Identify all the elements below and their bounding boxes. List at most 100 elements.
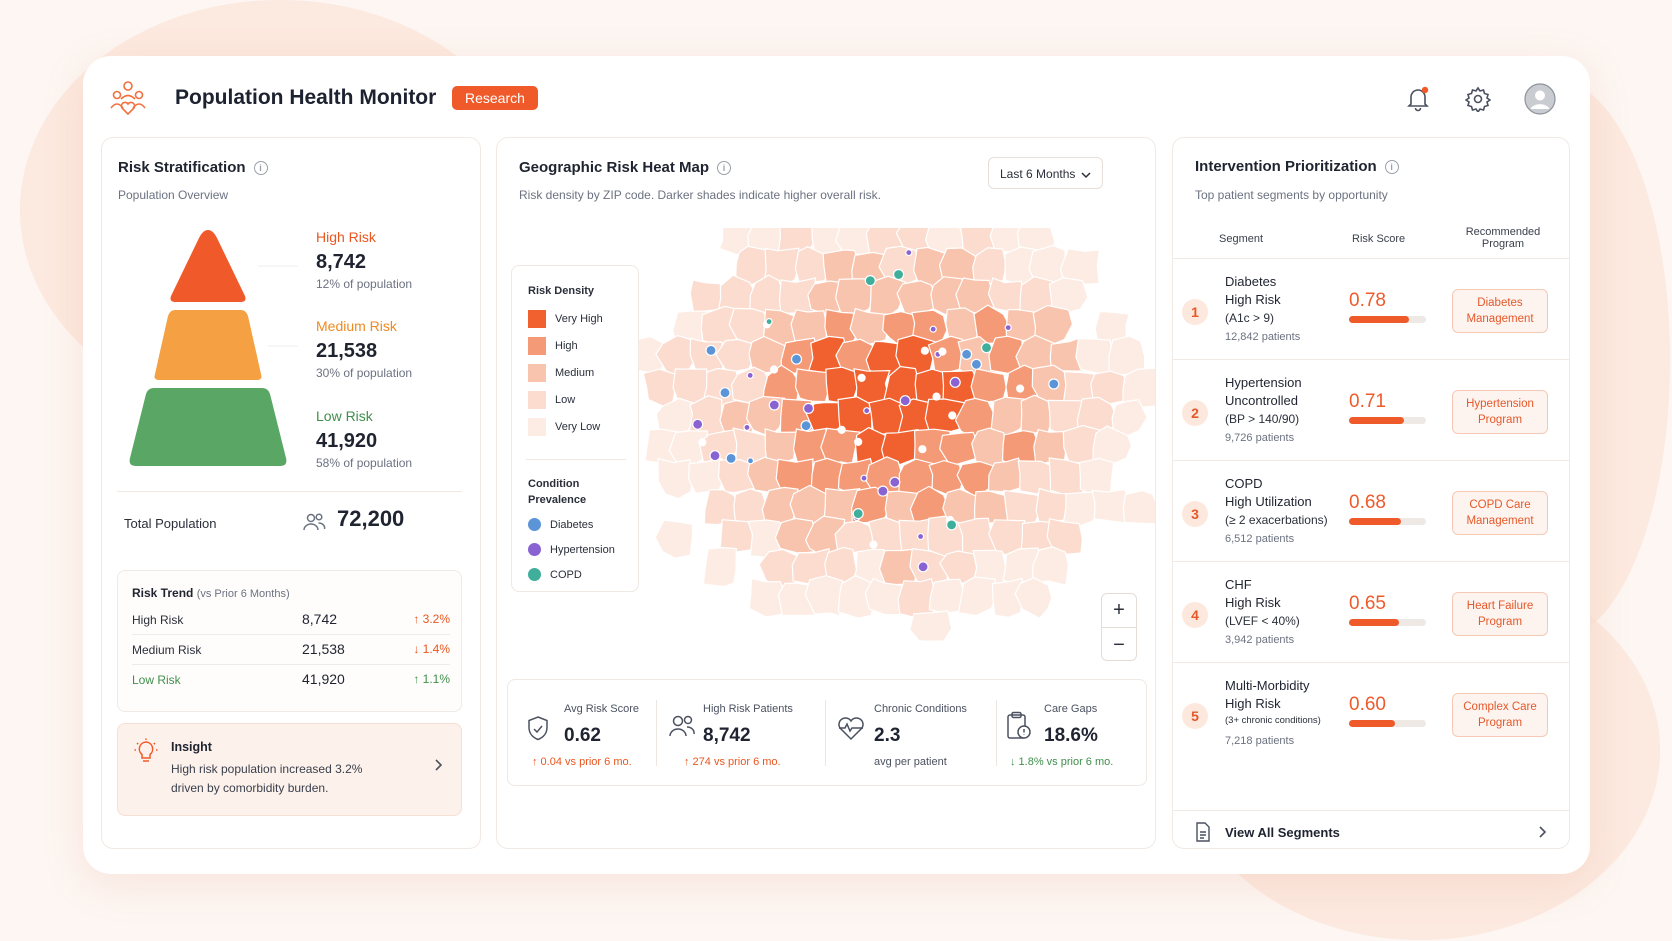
map-marker[interactable] <box>1016 384 1025 393</box>
segment-row[interactable]: 1 Diabetes High Risk (A1c > 9) 12,842 patien… <box>1173 258 1569 366</box>
zip-region[interactable] <box>1111 399 1148 437</box>
segment-row[interactable]: 4 CHF High Risk (LVEF < 40%) 3,942 patients 0… <box>1173 561 1569 669</box>
recommended-program-button[interactable]: COPD Care Management <box>1452 491 1548 535</box>
zip-region[interactable] <box>990 396 1030 437</box>
view-all-segments-button[interactable]: View All Segments <box>1173 810 1569 853</box>
copd-marker[interactable] <box>980 342 993 354</box>
segment-row[interactable]: 3 COPD High Utilization (≥ 2 exacerbations)… <box>1173 460 1569 568</box>
heat-map[interactable] <box>637 228 1156 668</box>
map-marker[interactable] <box>938 347 947 356</box>
zip-region[interactable] <box>1062 491 1102 528</box>
diabetes-marker[interactable] <box>790 353 803 365</box>
insight-panel[interactable]: Insight High risk population increased 3… <box>117 723 462 816</box>
diabetes-marker[interactable] <box>970 358 982 370</box>
zip-region[interactable] <box>794 368 830 403</box>
zip-region[interactable] <box>1122 489 1156 525</box>
diabetes-marker[interactable] <box>961 348 973 360</box>
zip-region[interactable] <box>1046 517 1084 555</box>
copd-marker[interactable] <box>852 508 864 520</box>
zip-region[interactable] <box>657 457 694 500</box>
hypertension-marker[interactable] <box>877 485 889 497</box>
hypertension-marker[interactable] <box>863 407 871 415</box>
zip-region[interactable] <box>972 247 1007 286</box>
segment-row[interactable]: 2 Hypertension Uncontrolled (BP > 140/90) 9,… <box>1173 359 1569 467</box>
zip-region[interactable] <box>764 428 801 466</box>
zip-region[interactable] <box>868 275 906 317</box>
map-marker[interactable] <box>837 425 846 434</box>
hypertension-marker[interactable] <box>949 376 961 388</box>
diabetes-marker[interactable] <box>705 344 717 357</box>
zip-region[interactable] <box>642 368 678 408</box>
zip-region[interactable] <box>1048 277 1089 315</box>
zip-region[interactable] <box>794 246 831 284</box>
settings-gear-icon[interactable] <box>1461 82 1495 116</box>
zip-region[interactable] <box>1048 457 1085 496</box>
map-marker[interactable] <box>869 540 878 549</box>
zip-region[interactable] <box>1014 577 1053 620</box>
zip-region[interactable] <box>702 546 737 588</box>
map-marker[interactable] <box>854 437 863 446</box>
zip-region[interactable] <box>1031 546 1070 586</box>
zip-region[interactable] <box>654 519 694 559</box>
hypertension-marker[interactable] <box>860 474 868 482</box>
diabetes-marker[interactable] <box>725 452 737 464</box>
hypertension-marker[interactable] <box>899 395 911 407</box>
diabetes-marker[interactable] <box>1048 378 1060 390</box>
hypertension-marker[interactable] <box>709 450 721 462</box>
zip-region[interactable] <box>1078 457 1115 497</box>
segment-row[interactable]: 5 Multi-Morbidity High Risk (3+ chronic con… <box>1173 662 1569 770</box>
zip-region[interactable] <box>971 427 1008 468</box>
zip-region[interactable] <box>987 457 1029 493</box>
hypertension-marker[interactable] <box>1004 323 1012 332</box>
map-marker[interactable] <box>698 438 707 447</box>
recommended-program-button[interactable]: Diabetes Management <box>1452 289 1548 333</box>
map-marker[interactable] <box>918 445 927 454</box>
zoom-out-button[interactable]: − <box>1113 633 1125 656</box>
diabetes-marker[interactable] <box>719 387 731 399</box>
hypertension-marker[interactable] <box>929 325 937 333</box>
info-icon[interactable]: i <box>1384 159 1399 174</box>
zip-region[interactable] <box>924 398 967 434</box>
copd-marker[interactable] <box>864 274 876 287</box>
period-dropdown[interactable]: Last 6 Months <box>988 157 1103 189</box>
map-marker[interactable] <box>770 365 779 374</box>
hypertension-marker[interactable] <box>905 249 913 257</box>
zip-region[interactable] <box>1032 304 1074 348</box>
copd-marker[interactable] <box>946 519 958 531</box>
hypertension-marker[interactable] <box>917 561 929 573</box>
hypertension-marker[interactable] <box>746 371 754 379</box>
hypertension-marker[interactable] <box>802 402 815 414</box>
hypertension-marker[interactable] <box>692 418 704 430</box>
hypertension-marker[interactable] <box>768 399 780 411</box>
zip-region[interactable] <box>909 610 953 642</box>
zip-region[interactable] <box>834 278 878 317</box>
zip-region[interactable] <box>837 574 876 619</box>
diabetes-marker[interactable] <box>746 457 755 465</box>
recommended-program-button[interactable]: Complex Care Program <box>1452 693 1548 737</box>
hypertension-marker[interactable] <box>743 423 751 431</box>
map-marker[interactable] <box>932 392 941 401</box>
zip-region[interactable] <box>763 247 800 286</box>
diabetes-marker[interactable] <box>800 420 812 432</box>
hypertension-marker[interactable] <box>889 476 901 488</box>
recommended-program-button[interactable]: Hypertension Program <box>1452 390 1548 434</box>
zip-region[interactable] <box>1092 425 1133 467</box>
zip-region[interactable] <box>849 307 890 346</box>
copd-marker[interactable] <box>765 317 773 326</box>
map-marker[interactable] <box>857 373 866 382</box>
zoom-in-button[interactable]: + <box>1102 594 1136 628</box>
info-icon[interactable]: i <box>717 160 732 175</box>
info-icon[interactable]: i <box>253 160 268 175</box>
zip-region[interactable] <box>804 574 844 617</box>
notification-bell-icon[interactable] <box>1401 82 1435 116</box>
map-marker[interactable] <box>920 346 929 355</box>
zip-region[interactable] <box>1122 367 1156 408</box>
map-marker[interactable] <box>948 411 957 420</box>
copd-marker[interactable] <box>893 268 905 281</box>
zip-region[interactable] <box>991 577 1025 618</box>
recommended-program-button[interactable]: Heart Failure Program <box>1452 592 1548 636</box>
hypertension-marker[interactable] <box>917 532 925 541</box>
user-avatar-icon[interactable] <box>1523 82 1557 116</box>
zip-region[interactable] <box>1075 337 1114 375</box>
zip-region[interactable] <box>957 576 997 617</box>
